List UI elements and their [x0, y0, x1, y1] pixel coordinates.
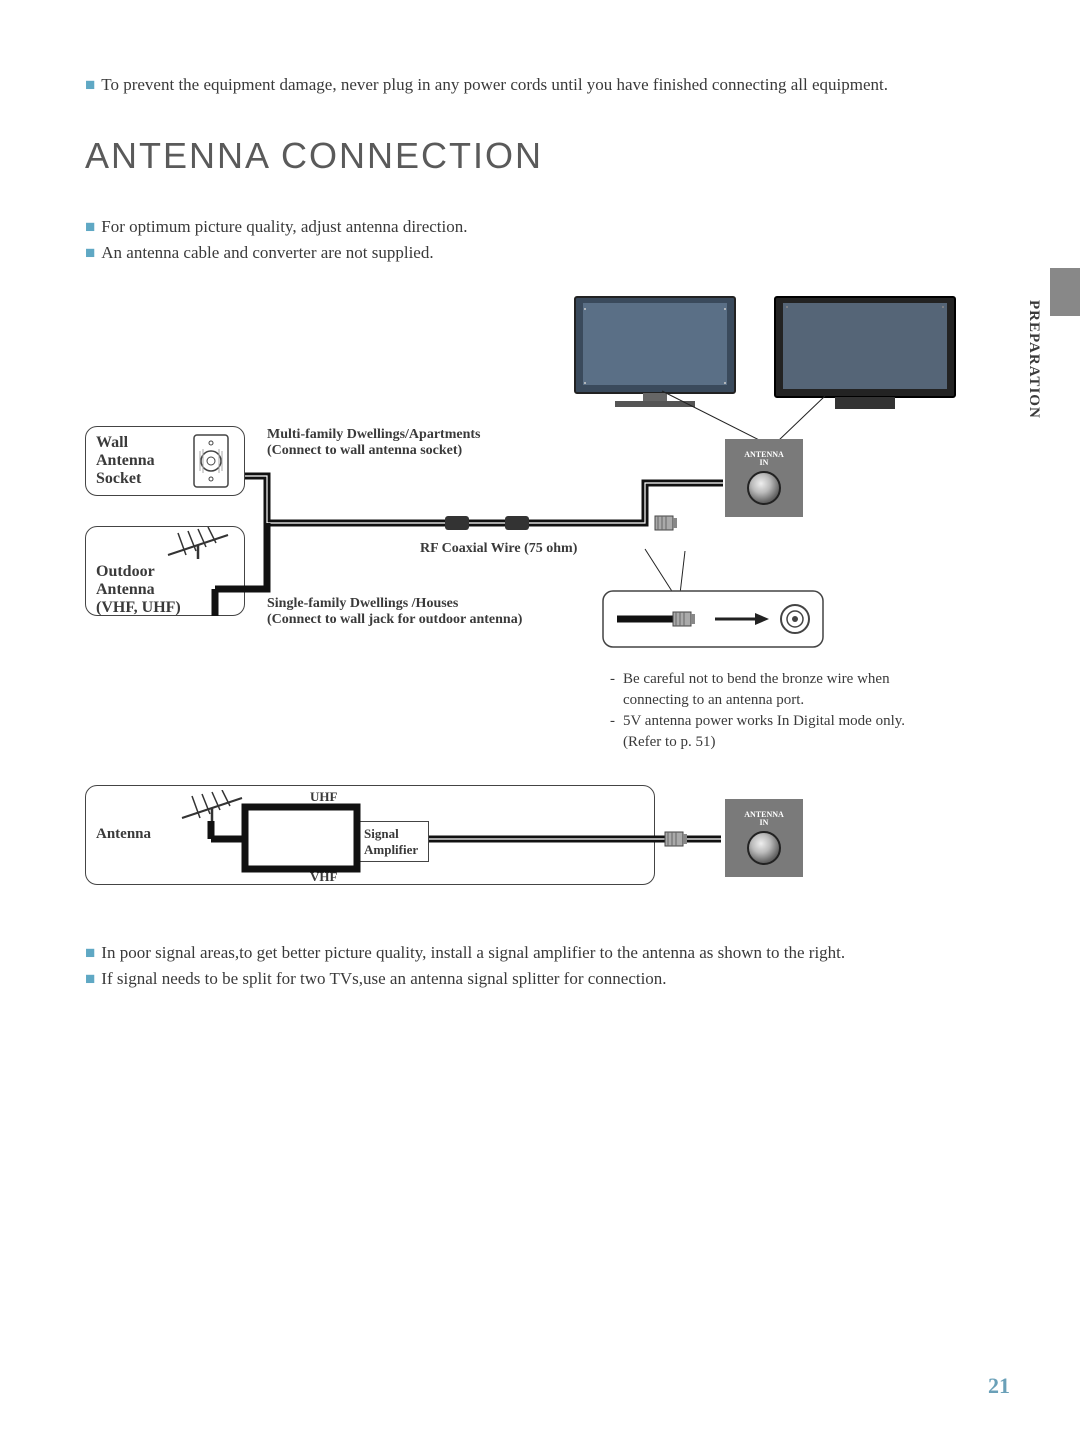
warning-text: ■To prevent the equipment damage, never …	[85, 75, 1010, 95]
section-tab: PREPARATION	[1025, 300, 1042, 419]
intro-item: An antenna cable and converter are not s…	[101, 243, 433, 262]
intro-list: ■ For optimum picture quality, adjust ant…	[85, 217, 1010, 263]
side-accent	[1050, 268, 1080, 316]
bottom-item: In poor signal areas,to get better pictu…	[101, 943, 845, 962]
bullet-icon: ■	[85, 969, 95, 988]
note-item: Be careful not to bend the bronze wire w…	[623, 669, 950, 711]
bullet-icon: ■	[85, 217, 95, 236]
notes: -Be careful not to bend the bronze wire …	[610, 669, 950, 753]
bottom-item: If signal needs to be split for two TVs,…	[101, 969, 666, 988]
bullet-icon: ■	[85, 243, 95, 262]
bottom-notes: ■ In poor signal areas,to get better pict…	[85, 943, 1010, 989]
antenna-diagram-1: Wall Antenna Socket Outdoor Antenna (VHF…	[85, 291, 1005, 931]
page-number: 21	[988, 1373, 1010, 1399]
note-item: 5V antenna power works In Digital mode o…	[623, 711, 950, 753]
bullet-icon: ■	[85, 75, 95, 94]
page-title: ANTENNA CONNECTION	[85, 135, 1010, 177]
intro-item: For optimum picture quality, adjust ante…	[101, 217, 467, 236]
bullet-icon: ■	[85, 943, 95, 962]
amplifier-cables	[85, 781, 1005, 901]
